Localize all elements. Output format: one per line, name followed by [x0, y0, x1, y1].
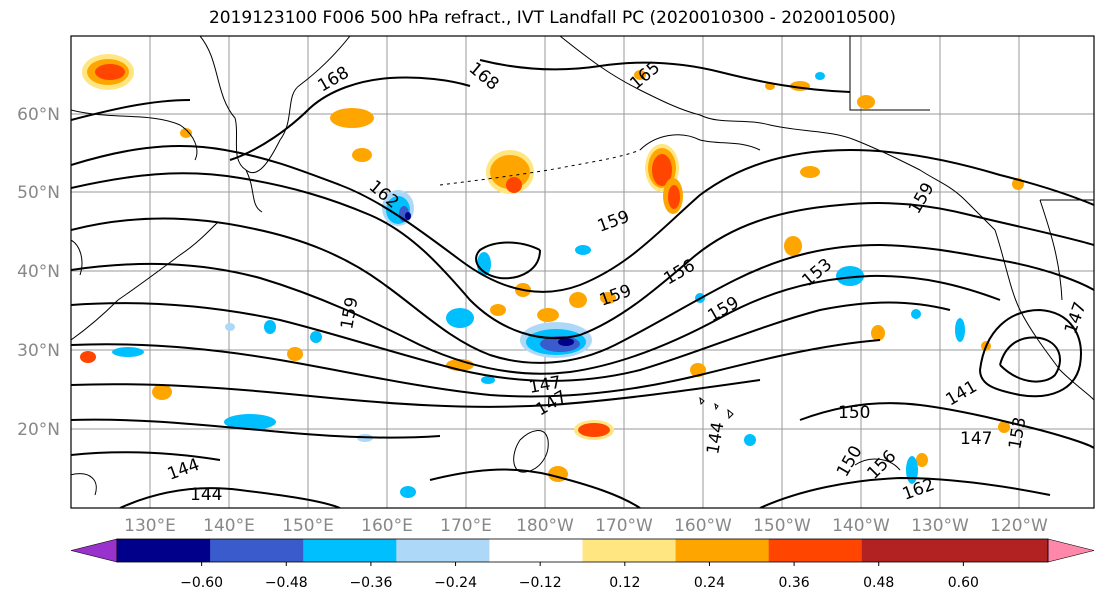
- colorbar-tick-label: 0.36: [779, 575, 810, 591]
- colorbar-segment: [117, 539, 211, 562]
- colorbar-segment: [210, 539, 304, 562]
- map-border: [70, 35, 1095, 509]
- latitude-label: 50°N: [17, 183, 60, 203]
- colorbar-segment: [675, 539, 770, 562]
- longitude-labels: 130°E 140°E 150°E 160°E 170°E 180°W 170°W 160°W…: [124, 516, 1048, 536]
- longitude-label: 180°W: [516, 516, 574, 536]
- colorbar-tick-label: −0.36: [349, 575, 392, 591]
- coastlines: [71, 36, 1094, 420]
- longitude-label: 120°W: [990, 516, 1048, 536]
- latitude-label: 30°N: [17, 341, 60, 361]
- longitude-label: 130°W: [911, 516, 969, 536]
- colorbar-frame: [116, 538, 1049, 563]
- colorbar-tick-label: 0.24: [694, 575, 725, 591]
- latitude-label: 40°N: [17, 262, 60, 282]
- longitude-label: 160°E: [361, 516, 413, 536]
- colorbar-segment: [582, 539, 677, 562]
- colorbar-extend-high: [1047, 538, 1095, 563]
- latitude-label: 60°N: [17, 105, 60, 125]
- colorbar-extend-low: [70, 538, 118, 563]
- colorbar-segment: [954, 539, 1048, 562]
- longitude-label: 140°W: [832, 516, 890, 536]
- colorbar-tick-label: −0.24: [434, 575, 477, 591]
- colorbar-tick-label: −0.60: [180, 575, 223, 591]
- latitude-labels: 60°N 50°N 40°N 30°N 20°N: [17, 105, 60, 440]
- colorbar-segment: [489, 539, 583, 562]
- longitude-label: 130°E: [124, 516, 176, 536]
- longitude-label: 170°W: [595, 516, 653, 536]
- colorbar-tick-label: 0.48: [863, 575, 894, 591]
- longitude-label: 140°E: [203, 516, 255, 536]
- contour-label: 150: [838, 403, 870, 423]
- longitude-label: 170°E: [440, 516, 492, 536]
- detail-contours: [71, 430, 901, 496]
- contour-label: 147: [960, 429, 992, 449]
- longitude-label: 150°E: [282, 516, 334, 536]
- refractivity-anomaly-fill: [80, 54, 1024, 498]
- colorbar-segment: [768, 539, 863, 562]
- contour-label: 144: [190, 485, 222, 505]
- latitude-label: 20°N: [17, 420, 60, 440]
- colorbar-tick-label: −0.12: [519, 575, 562, 591]
- colorbar-segment: [396, 539, 490, 562]
- colorbar-tick-label: −0.48: [265, 575, 308, 591]
- colorbar-tick-label: 0.60: [948, 575, 979, 591]
- colorbar-tick-label: 0.12: [609, 575, 640, 591]
- figure-title: 2019123100 F006 500 hPa refract., IVT La…: [208, 8, 896, 28]
- colorbar-tick-labels: −0.60 −0.48 −0.36 −0.24 −0.12 0.12 0.24 0.36 0.4…: [180, 575, 979, 591]
- longitude-label: 150°W: [753, 516, 811, 536]
- colorbar-segment: [861, 539, 956, 562]
- colorbar: [70, 538, 1095, 566]
- longitude-label: 160°W: [674, 516, 732, 536]
- height-contours: [71, 59, 1094, 508]
- colorbar-segment: [303, 539, 397, 562]
